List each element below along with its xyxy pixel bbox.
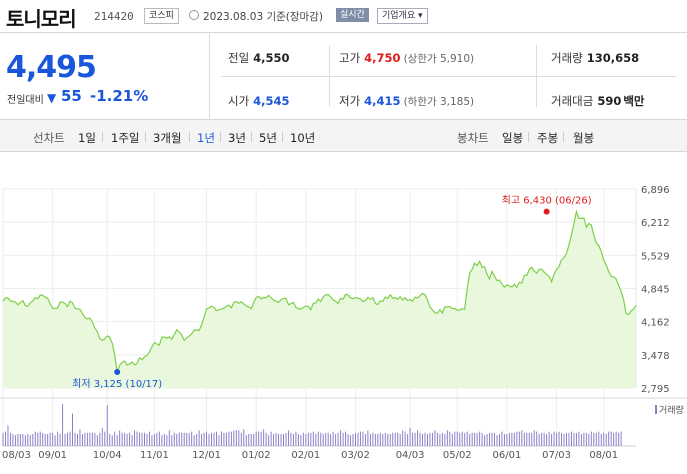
realtime-button[interactable]: 실시간 [336, 8, 369, 22]
x-tick-label: 09/01 [38, 450, 67, 461]
y-tick-label: 4,845 [641, 285, 670, 296]
tab-daily[interactable]: 일봉 [502, 131, 524, 145]
y-tick-label: 3,478 [641, 351, 670, 362]
tab-separator [102, 132, 103, 142]
tab-monthly[interactable]: 월봉 [573, 131, 595, 145]
low-marker [114, 368, 121, 375]
y-tick-label: 2,795 [641, 384, 670, 395]
tab-separator [145, 132, 146, 142]
stat-open: 시가 4,545 [228, 94, 290, 108]
tab-separator [563, 132, 564, 142]
volume-legend-swatch [655, 405, 657, 414]
tab-3m[interactable]: 3개월 [153, 131, 182, 145]
x-tick-label: 08/03 [2, 450, 31, 461]
tab-weekly[interactable]: 주봉 [537, 131, 559, 145]
header-divider [0, 32, 687, 33]
tab-separator [282, 132, 283, 142]
y-tick-label: 4,162 [641, 318, 670, 329]
stat-prev-close: 전일 4,550 [228, 51, 290, 65]
x-tick-label: 02/01 [291, 450, 320, 461]
x-tick-label: 03/02 [341, 450, 370, 461]
y-tick-label: 6,212 [641, 218, 670, 229]
clock-icon [189, 10, 199, 20]
line-chart-label: 선차트 [33, 131, 65, 145]
stat-amount: 거래대금 590 백만 [551, 94, 645, 108]
stat-row-divider [221, 76, 676, 77]
base-date: 2023.08.03 기준(장마감) [203, 11, 323, 23]
tab-10y[interactable]: 10년 [290, 131, 316, 145]
company-info-dropdown[interactable]: 기업개요 ▾ [377, 8, 428, 24]
tab-1y[interactable]: 1년 [197, 131, 215, 145]
quote-divider [209, 33, 210, 119]
company-info-label: 기업개요 [382, 11, 416, 21]
current-price: 4,495 [6, 50, 97, 85]
low-label: 최저 3,125 (10/17) [72, 378, 162, 390]
y-tick-label: 5,529 [641, 251, 670, 262]
x-tick-label: 12/01 [192, 450, 221, 461]
x-tick-label: 10/04 [93, 450, 122, 461]
tab-1d[interactable]: 1일 [78, 131, 96, 145]
stock-name: 토니모리 [6, 7, 77, 31]
tab-5y[interactable]: 5년 [259, 131, 277, 145]
price-line [2, 209, 637, 373]
high-marker [543, 208, 550, 215]
stat-low: 저가 4,415 (하한가 3,185) [339, 94, 475, 108]
y-tick-label: 6,896 [641, 185, 670, 196]
tab-separator [220, 132, 221, 142]
tab-separator [528, 132, 529, 142]
down-arrow-icon: ▼ [47, 91, 57, 105]
x-tick-label: 06/01 [493, 450, 522, 461]
stock-code: 214420 [94, 10, 134, 23]
tab-separator [251, 132, 252, 142]
chart-period-tabs: 선차트 1일 1주일 3개월 1년 3년 5년 10년 봉차트 일봉 주봉 월봉 [0, 119, 687, 152]
x-tick-label: 08/01 [589, 450, 618, 461]
x-tick-label: 01/02 [242, 450, 271, 461]
x-tick-label: 11/01 [140, 450, 169, 461]
x-tick-label: 05/02 [443, 450, 472, 461]
tab-separator [189, 132, 190, 142]
x-tick-label: 04/03 [396, 450, 425, 461]
change-label: 전일대비 [7, 95, 44, 106]
change-percent: -1.21% [90, 87, 149, 105]
volume-legend-label: 거래량 [659, 404, 684, 416]
tab-1w[interactable]: 1주일 [111, 131, 140, 145]
chevron-down-icon: ▾ [418, 11, 423, 21]
stat-volume: 거래량 130,658 [551, 51, 640, 65]
market-badge: 코스피 [144, 8, 179, 24]
stat-high: 고가 4,750 (상한가 5,910) [339, 51, 475, 65]
x-tick-label: 07/03 [542, 450, 571, 461]
price-area [3, 211, 636, 388]
candle-chart-label: 봉차트 [457, 131, 489, 145]
tab-3y[interactable]: 3년 [228, 131, 246, 145]
change-value: 55 [61, 87, 82, 105]
high-label: 최고 6,430 (06/26) [502, 195, 592, 207]
stock-header: 토니모리 214420 코스피 2023.08.03 기준(장마감) 실시간 기… [0, 0, 687, 32]
